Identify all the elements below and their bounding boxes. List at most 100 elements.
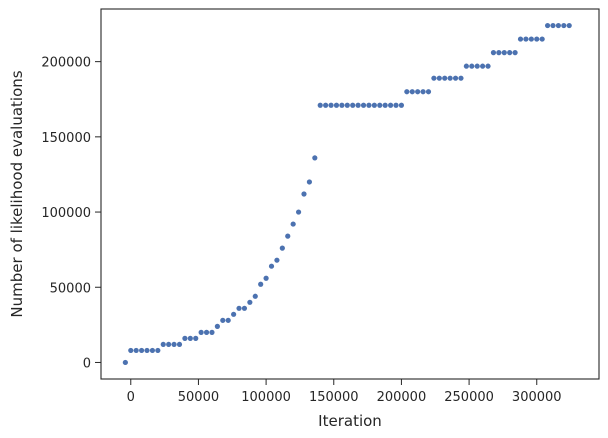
data-point [193, 335, 199, 341]
x-axis-label: Iteration [318, 412, 382, 430]
data-point [176, 341, 183, 348]
data-point [285, 233, 291, 239]
data-point [236, 305, 242, 311]
data-point [128, 347, 134, 354]
data-point [301, 191, 307, 197]
y-tick-label: 150000 [41, 131, 91, 146]
data-point [523, 36, 529, 42]
data-point [231, 311, 237, 317]
data-point [469, 63, 475, 69]
data-point [209, 329, 215, 335]
x-tick-label: 300000 [512, 390, 562, 405]
data-point [241, 305, 248, 311]
y-tick-label: 200000 [41, 56, 91, 71]
data-point [187, 335, 193, 341]
data-point [447, 75, 453, 81]
data-point [409, 89, 415, 95]
data-point [306, 179, 313, 185]
data-point [149, 347, 156, 354]
data-point [561, 22, 567, 29]
data-point [295, 209, 302, 215]
data-point [258, 281, 264, 287]
data-point [534, 36, 540, 42]
data-point [431, 75, 437, 81]
data-point [512, 50, 518, 56]
x-tick-label: 50000 [178, 390, 219, 405]
data-point [490, 50, 497, 56]
y-axis-ticks: 0 50000 100000 150000 200000 [41, 56, 101, 371]
data-point [247, 299, 253, 305]
data-point [387, 102, 394, 108]
data-point [442, 75, 448, 81]
data-point [485, 63, 491, 69]
data-point [528, 36, 534, 42]
data-point [252, 293, 258, 299]
data-point [339, 102, 345, 108]
y-axis-label: Number of likelihood evaluations [8, 70, 26, 317]
data-point [415, 89, 421, 95]
data-point [436, 75, 442, 81]
y-tick-label: 0 [83, 356, 91, 371]
data-point [268, 263, 275, 269]
data-point [366, 102, 372, 108]
data-point [279, 245, 285, 251]
data-point [566, 22, 572, 29]
x-tick-label: 0 [127, 390, 135, 405]
data-point [166, 341, 172, 348]
x-tick-label: 100000 [241, 390, 291, 405]
y-tick-label: 50000 [50, 281, 91, 296]
data-point [225, 317, 231, 323]
y-tick-label: 100000 [41, 206, 91, 221]
data-point [317, 102, 323, 108]
data-point [555, 22, 562, 29]
data-point [182, 335, 188, 341]
data-point [160, 341, 166, 348]
data-point [263, 275, 269, 281]
data-point [474, 63, 480, 69]
data-point [517, 36, 524, 42]
data-point [480, 63, 486, 69]
data-point [323, 102, 329, 108]
data-point [393, 102, 399, 108]
data-point [398, 102, 405, 108]
data-point [507, 50, 513, 56]
data-point [544, 22, 551, 29]
x-tick-label: 150000 [309, 390, 359, 405]
data-point [539, 36, 545, 42]
data-point [333, 102, 340, 108]
x-tick-label: 250000 [444, 390, 494, 405]
plot-area-frame [100, 8, 600, 380]
data-point [214, 323, 220, 329]
data-point [425, 89, 432, 95]
data-point [155, 347, 161, 354]
data-point [312, 155, 318, 161]
data-point [290, 221, 296, 227]
data-point [344, 102, 350, 108]
data-point [198, 329, 204, 335]
data-point [501, 50, 507, 56]
x-axis-ticks: 0 50000 100000 150000 200000 250000 300000 [127, 379, 562, 405]
data-point [133, 347, 139, 354]
data-point [274, 257, 280, 263]
data-point [144, 347, 150, 354]
data-point [404, 89, 410, 95]
data-point [382, 102, 388, 108]
data-point [496, 50, 502, 56]
data-point [171, 341, 177, 348]
data-point [138, 347, 145, 354]
data-point [360, 102, 367, 108]
data-point [220, 317, 226, 323]
data-point [328, 102, 334, 108]
data-points [122, 22, 572, 366]
data-point [203, 329, 210, 335]
data-point [355, 102, 361, 108]
data-point [420, 89, 426, 95]
data-point [377, 102, 383, 108]
data-point [463, 63, 469, 69]
data-point [350, 102, 356, 108]
data-point [122, 359, 128, 366]
data-point [371, 102, 377, 108]
data-point [452, 75, 459, 81]
data-point [458, 75, 464, 81]
